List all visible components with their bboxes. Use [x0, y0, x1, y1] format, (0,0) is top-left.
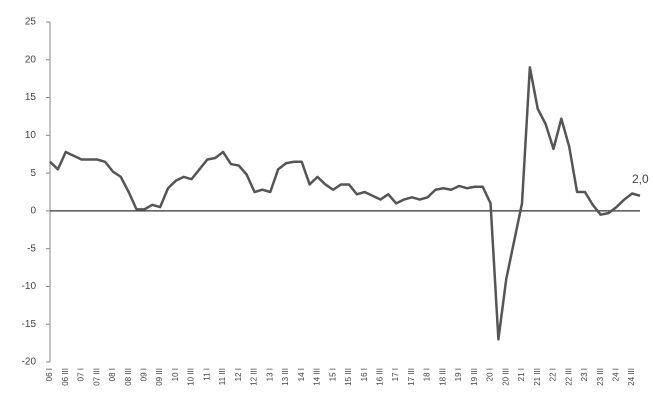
x-tick-label: 21 III [533, 368, 542, 386]
x-tick-label: 14 III [313, 368, 322, 386]
x-tick-label: 08 I [108, 368, 117, 381]
annotation: 2,0 [632, 172, 649, 186]
x-tick-label: 15 I [328, 368, 337, 381]
x-tick-label: 24 I [612, 368, 621, 381]
line [49, 66, 641, 341]
x-tick-label: 06 I [45, 368, 54, 381]
x-tick-label: 17 I [391, 368, 400, 381]
y-tick-label: -20 [22, 357, 37, 368]
x-tick-label: 10 I [171, 368, 180, 381]
y-tick-label: -5 [27, 243, 36, 254]
x-tick-label: 19 III [470, 368, 479, 386]
x-tick-label: 18 III [438, 368, 447, 386]
y-tick-label: 20 [25, 54, 37, 65]
x-tick-label: 21 I [517, 368, 526, 381]
y-tick-label: -15 [22, 319, 37, 330]
y-tick-label: 25 [25, 17, 37, 28]
x-tick-label: 16 III [376, 368, 385, 386]
x-tick-label: 20 I [486, 368, 495, 381]
x-tick-label: 11 III [218, 368, 227, 385]
x-tick-label: 16 I [360, 368, 369, 381]
x-tick-label: 18 I [423, 368, 432, 381]
x-tick-label: 08 III [124, 368, 133, 386]
x-tick-label: 12 III [250, 368, 259, 386]
x-tick-label: 23 III [596, 368, 605, 386]
y-tick-label: -10 [22, 281, 37, 292]
x-tick-label: 17 III [407, 368, 416, 386]
y-tick-label: 15 [25, 92, 37, 103]
x-tick-label: 07 III [92, 368, 101, 386]
x-tick-label: 13 I [265, 368, 274, 381]
x-tick-label: 22 III [564, 368, 573, 386]
x-tick-label: 09 III [155, 368, 164, 386]
y-tick-label: 0 [30, 206, 36, 217]
x-tick-label: 22 I [549, 368, 558, 381]
y-tick-label: 10 [25, 130, 37, 141]
x-tick-label: 23 I [580, 368, 589, 381]
x-tick-label: 09 I [140, 368, 149, 381]
x-tick-label: 10 III [187, 368, 196, 386]
x-tick-label: 19 I [454, 368, 463, 381]
x-tick-label: 14 I [297, 368, 306, 381]
x-tick-label: 06 III [61, 368, 70, 386]
x-tick-label: 20 III [501, 368, 510, 386]
x-tick-label: 11 I [202, 368, 211, 381]
x-tick-label: 07 I [77, 368, 86, 381]
y-tick-label: 5 [30, 168, 36, 179]
x-tick-label: 13 III [281, 368, 290, 386]
x-tick-label: 15 III [344, 368, 353, 386]
x-tick-label: 24 III [627, 368, 636, 386]
x-tick-label: 12 I [234, 368, 243, 381]
